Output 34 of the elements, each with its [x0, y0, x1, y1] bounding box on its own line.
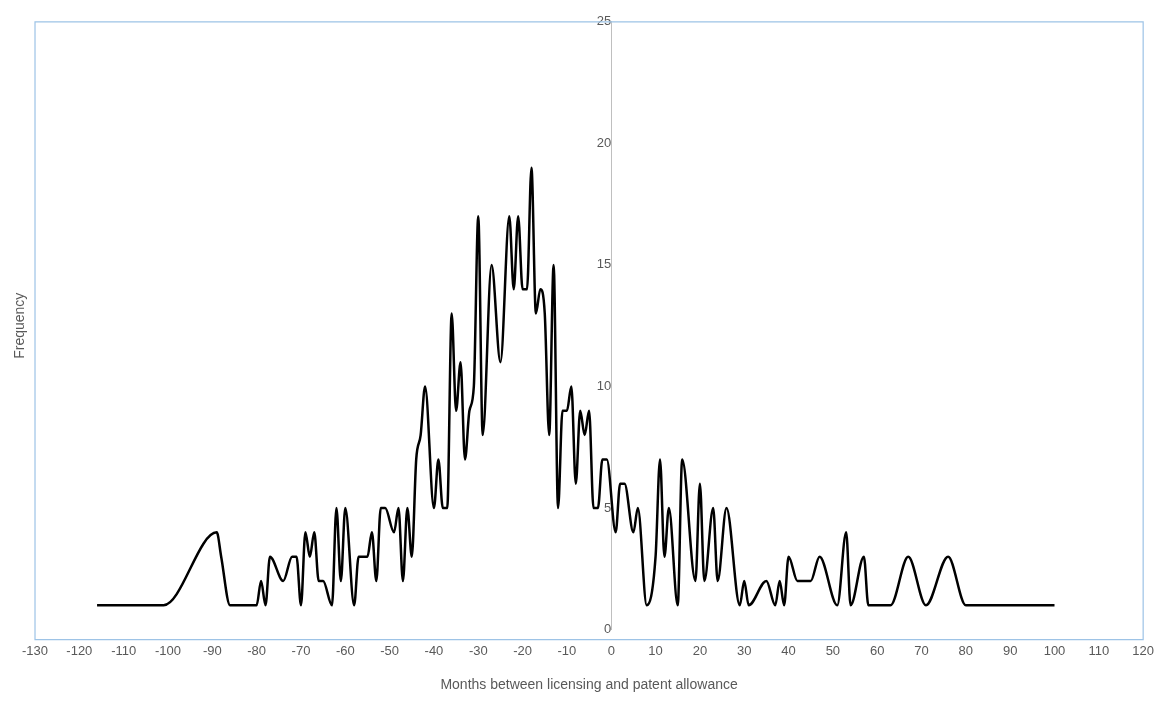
x-tick-label: -110 [111, 642, 137, 658]
y-tick-label: 20 [596, 134, 612, 150]
x-tick-label: -20 [513, 642, 532, 658]
x-tick-label: 110 [1088, 642, 1110, 658]
x-tick-label: 30 [736, 642, 752, 658]
x-tick-label: -30 [468, 642, 488, 658]
x-tick-label: -100 [154, 642, 181, 658]
x-tick-label: -80 [247, 642, 267, 658]
x-tick-label: 70 [914, 642, 929, 658]
x-tick-label: -90 [202, 642, 222, 658]
x-axis-title: Months between licensing and patent allowance [440, 676, 738, 693]
y-tick-label: 15 [596, 256, 612, 272]
x-tick-label: -50 [380, 642, 400, 658]
x-tick-label: -40 [424, 642, 444, 658]
x-tick-label: 50 [825, 642, 841, 658]
x-tick-label: 40 [781, 642, 796, 658]
x-tick-label: 100 [1043, 642, 1066, 658]
y-axis-title: Frequency [10, 292, 27, 359]
x-tick-label: 90 [1002, 642, 1018, 658]
line-series [95, 166, 1056, 607]
x-tick-label: -10 [557, 642, 577, 658]
x-tick-label: -70 [291, 642, 311, 658]
x-tick-label: 120 [1132, 642, 1155, 658]
x-tick-label: -60 [335, 642, 355, 658]
x-tick-label: 80 [958, 642, 974, 658]
x-tick-label: 20 [692, 642, 708, 658]
x-tick-label: -130 [21, 642, 49, 658]
y-tick-label: 0 [604, 621, 612, 637]
y-tick-label: 10 [596, 378, 612, 394]
x-tick-label: -120 [66, 642, 93, 658]
x-tick-label: 60 [869, 642, 885, 658]
y-tick-label: 25 [596, 13, 612, 29]
x-tick-label: 10 [648, 642, 663, 658]
y-tick-label: 5 [604, 499, 612, 515]
